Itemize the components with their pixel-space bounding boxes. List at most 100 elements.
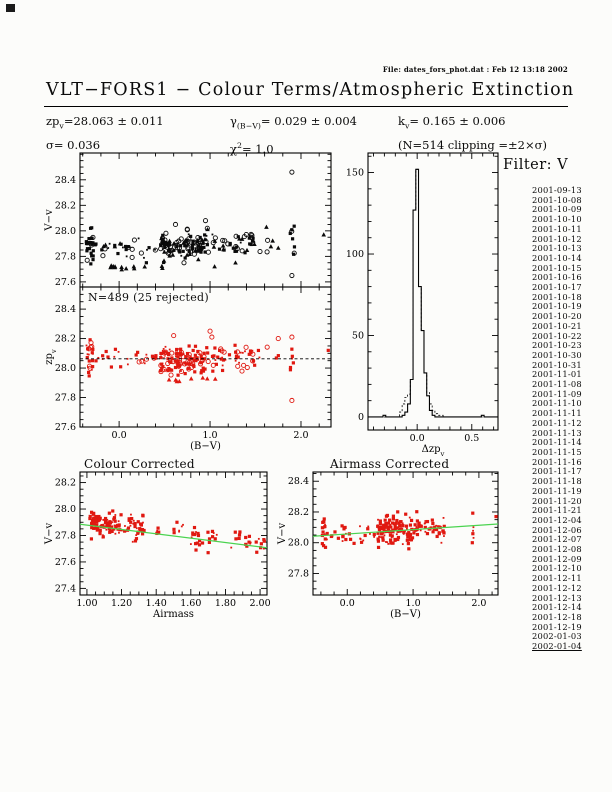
date-entry: 2001-10-30 bbox=[532, 349, 582, 360]
svg-text:2.0: 2.0 bbox=[293, 430, 308, 441]
svg-text:0.0: 0.0 bbox=[410, 433, 425, 444]
stat-zeropoint: zpv=28.063 ± 0.011 bbox=[46, 114, 164, 131]
svg-text:27.6: 27.6 bbox=[55, 557, 76, 568]
plot-frame bbox=[312, 471, 499, 596]
svg-text:28.0: 28.0 bbox=[55, 363, 76, 374]
zp-histogram-chart: 0.0 0.5 0 50 100 150 Δzpv bbox=[346, 152, 499, 458]
date-entry: 2001-12-10 bbox=[532, 563, 582, 574]
svg-text:1.0: 1.0 bbox=[202, 430, 217, 441]
axis-tick-labels: 1.00 1.20 1.40 1.60 1.80 2.00 27.4 27.6 27.8 28.0… bbox=[44, 478, 271, 620]
svg-text:28.2: 28.2 bbox=[288, 507, 309, 518]
page-title: VLT−FORS1 − Colour Terms/Atmospheric Ext… bbox=[46, 80, 575, 100]
date-entry: 2001-11-20 bbox=[532, 495, 582, 506]
svg-text:28.4: 28.4 bbox=[55, 175, 76, 186]
date-entry: 2001-10-31 bbox=[532, 359, 582, 370]
title-rule bbox=[44, 106, 568, 107]
date-entry: 2001-10-19 bbox=[532, 301, 582, 312]
stat-clipping: (N=514 clipping =±2×σ) bbox=[398, 138, 547, 153]
date-entry: 2001-11-01 bbox=[532, 369, 582, 380]
svg-text:27.8: 27.8 bbox=[55, 530, 76, 541]
date-entry: 2001-12-06 bbox=[532, 524, 582, 535]
plot-frame bbox=[367, 152, 499, 431]
svg-text:28.0: 28.0 bbox=[288, 538, 309, 549]
svg-text:V−v: V−v bbox=[44, 523, 55, 546]
svg-text:28.2: 28.2 bbox=[55, 200, 76, 211]
airmass-corrected-chart: 0.0 1.0 2.0 27.8 28.0 28.2 28.4 (B−V) V−v bbox=[277, 471, 499, 620]
date-entry: 2001-11-19 bbox=[532, 485, 582, 496]
svg-text:Airmass: Airmass bbox=[152, 609, 194, 620]
svg-text:1.20: 1.20 bbox=[111, 598, 132, 609]
histogram-solid-outline bbox=[368, 168, 498, 418]
stat-sigma: σ= 0.036 bbox=[46, 138, 101, 153]
svg-text:27.4: 27.4 bbox=[55, 583, 76, 594]
date-entry: 2002-01-04 bbox=[532, 641, 582, 652]
svg-text:zpv: zpv bbox=[44, 349, 58, 365]
svg-text:2.0: 2.0 bbox=[471, 598, 486, 609]
svg-text:0.0: 0.0 bbox=[340, 598, 355, 609]
svg-text:1.40: 1.40 bbox=[146, 598, 167, 609]
svg-text:28.0: 28.0 bbox=[55, 504, 76, 515]
date-entry: 2001-12-11 bbox=[532, 573, 582, 584]
axis-ticks bbox=[80, 153, 331, 287]
date-entry: 2001-10-17 bbox=[532, 282, 582, 293]
date-entry: 2001-11-16 bbox=[532, 456, 582, 467]
svg-text:28.4: 28.4 bbox=[55, 304, 76, 315]
date-entry: 2001-11-10 bbox=[532, 398, 582, 409]
plot-content bbox=[84, 169, 327, 279]
date-entry: 2001-12-12 bbox=[532, 582, 582, 593]
plot-frame bbox=[79, 286, 332, 428]
observation-dates-list: 2001-09-13 2001-10-08 2001-10-09 2001-10-10… bbox=[532, 185, 582, 652]
plot-content bbox=[368, 168, 498, 418]
svg-text:100: 100 bbox=[346, 249, 364, 260]
svg-text:27.8: 27.8 bbox=[55, 393, 76, 404]
svg-text:27.8: 27.8 bbox=[55, 251, 76, 262]
vminusv-vs-colour-chart: 27.6 27.8 28.0 28.2 28.4 V−v bbox=[44, 152, 332, 288]
date-entry: 2002-01-03 bbox=[532, 631, 582, 642]
airmass-corrected-title: Airmass Corrected bbox=[330, 457, 450, 471]
svg-text:0.5: 0.5 bbox=[464, 433, 479, 444]
date-entry: 2001-11-12 bbox=[532, 417, 582, 428]
date-entry: 2001-11-15 bbox=[532, 446, 582, 457]
date-entry: 2001-11-09 bbox=[532, 388, 582, 399]
svg-text:27.6: 27.6 bbox=[55, 422, 76, 433]
axis-tick-labels: 0.0 0.5 0 50 100 150 Δzpv bbox=[346, 168, 479, 458]
date-entry: 2001-10-09 bbox=[532, 204, 582, 215]
svg-text:28.0: 28.0 bbox=[55, 226, 76, 237]
svg-text:V−v: V−v bbox=[44, 209, 55, 232]
axis-ticks bbox=[313, 472, 498, 595]
date-entry: 2001-09-13 bbox=[532, 185, 582, 195]
date-entry: 2001-12-07 bbox=[532, 534, 582, 545]
date-entry: 2001-10-22 bbox=[532, 330, 582, 341]
axis-tick-labels: 0.0 1.0 2.0 27.8 28.0 28.2 28.4 (B−V) V−v bbox=[277, 476, 486, 620]
date-entry: 2001-10-14 bbox=[532, 252, 582, 263]
svg-text:2.00: 2.00 bbox=[249, 598, 270, 609]
date-entry: 2001-10-21 bbox=[532, 320, 582, 331]
zp-vs-colour-chart: 0.0 1.0 2.0 27.6 27.8 28.0 28.2 28.4 (B−V) zpv bbox=[44, 286, 332, 452]
date-entry: 2001-10-13 bbox=[532, 243, 582, 254]
date-entry: 2001-12-04 bbox=[532, 514, 582, 525]
date-entry: 2001-12-14 bbox=[532, 602, 582, 613]
date-entry: 2001-11-11 bbox=[532, 408, 582, 419]
date-entry: 2001-11-14 bbox=[532, 437, 582, 448]
axis-ticks bbox=[80, 472, 267, 596]
date-entry: 2001-10-23 bbox=[532, 340, 582, 351]
svg-text:(B−V): (B−V) bbox=[390, 609, 421, 620]
svg-text:28.2: 28.2 bbox=[55, 478, 76, 489]
date-entry: 2001-11-08 bbox=[532, 379, 582, 390]
svg-text:0.0: 0.0 bbox=[112, 430, 127, 441]
svg-text:1.80: 1.80 bbox=[215, 598, 236, 609]
date-entry: 2001-11-21 bbox=[532, 505, 582, 516]
rejected-count-note: N=489 (25 rejected) bbox=[88, 291, 209, 304]
date-entry: 2001-12-13 bbox=[532, 592, 582, 603]
svg-text:150: 150 bbox=[346, 168, 364, 179]
stat-colour-term: γ(B−V)= 0.029 ± 0.004 bbox=[230, 114, 357, 131]
axis-ticks bbox=[368, 153, 498, 430]
fit-line bbox=[313, 523, 498, 537]
date-entry: 2001-10-20 bbox=[532, 311, 582, 322]
colour-corrected-chart: 1.00 1.20 1.40 1.60 1.80 2.00 27.4 27.6 27.8 28.0… bbox=[44, 471, 271, 620]
date-entry: 2001-12-08 bbox=[532, 544, 582, 555]
date-entry: 2001-10-08 bbox=[532, 194, 582, 205]
svg-text:1.0: 1.0 bbox=[406, 598, 421, 609]
svg-text:27.6: 27.6 bbox=[55, 277, 76, 288]
